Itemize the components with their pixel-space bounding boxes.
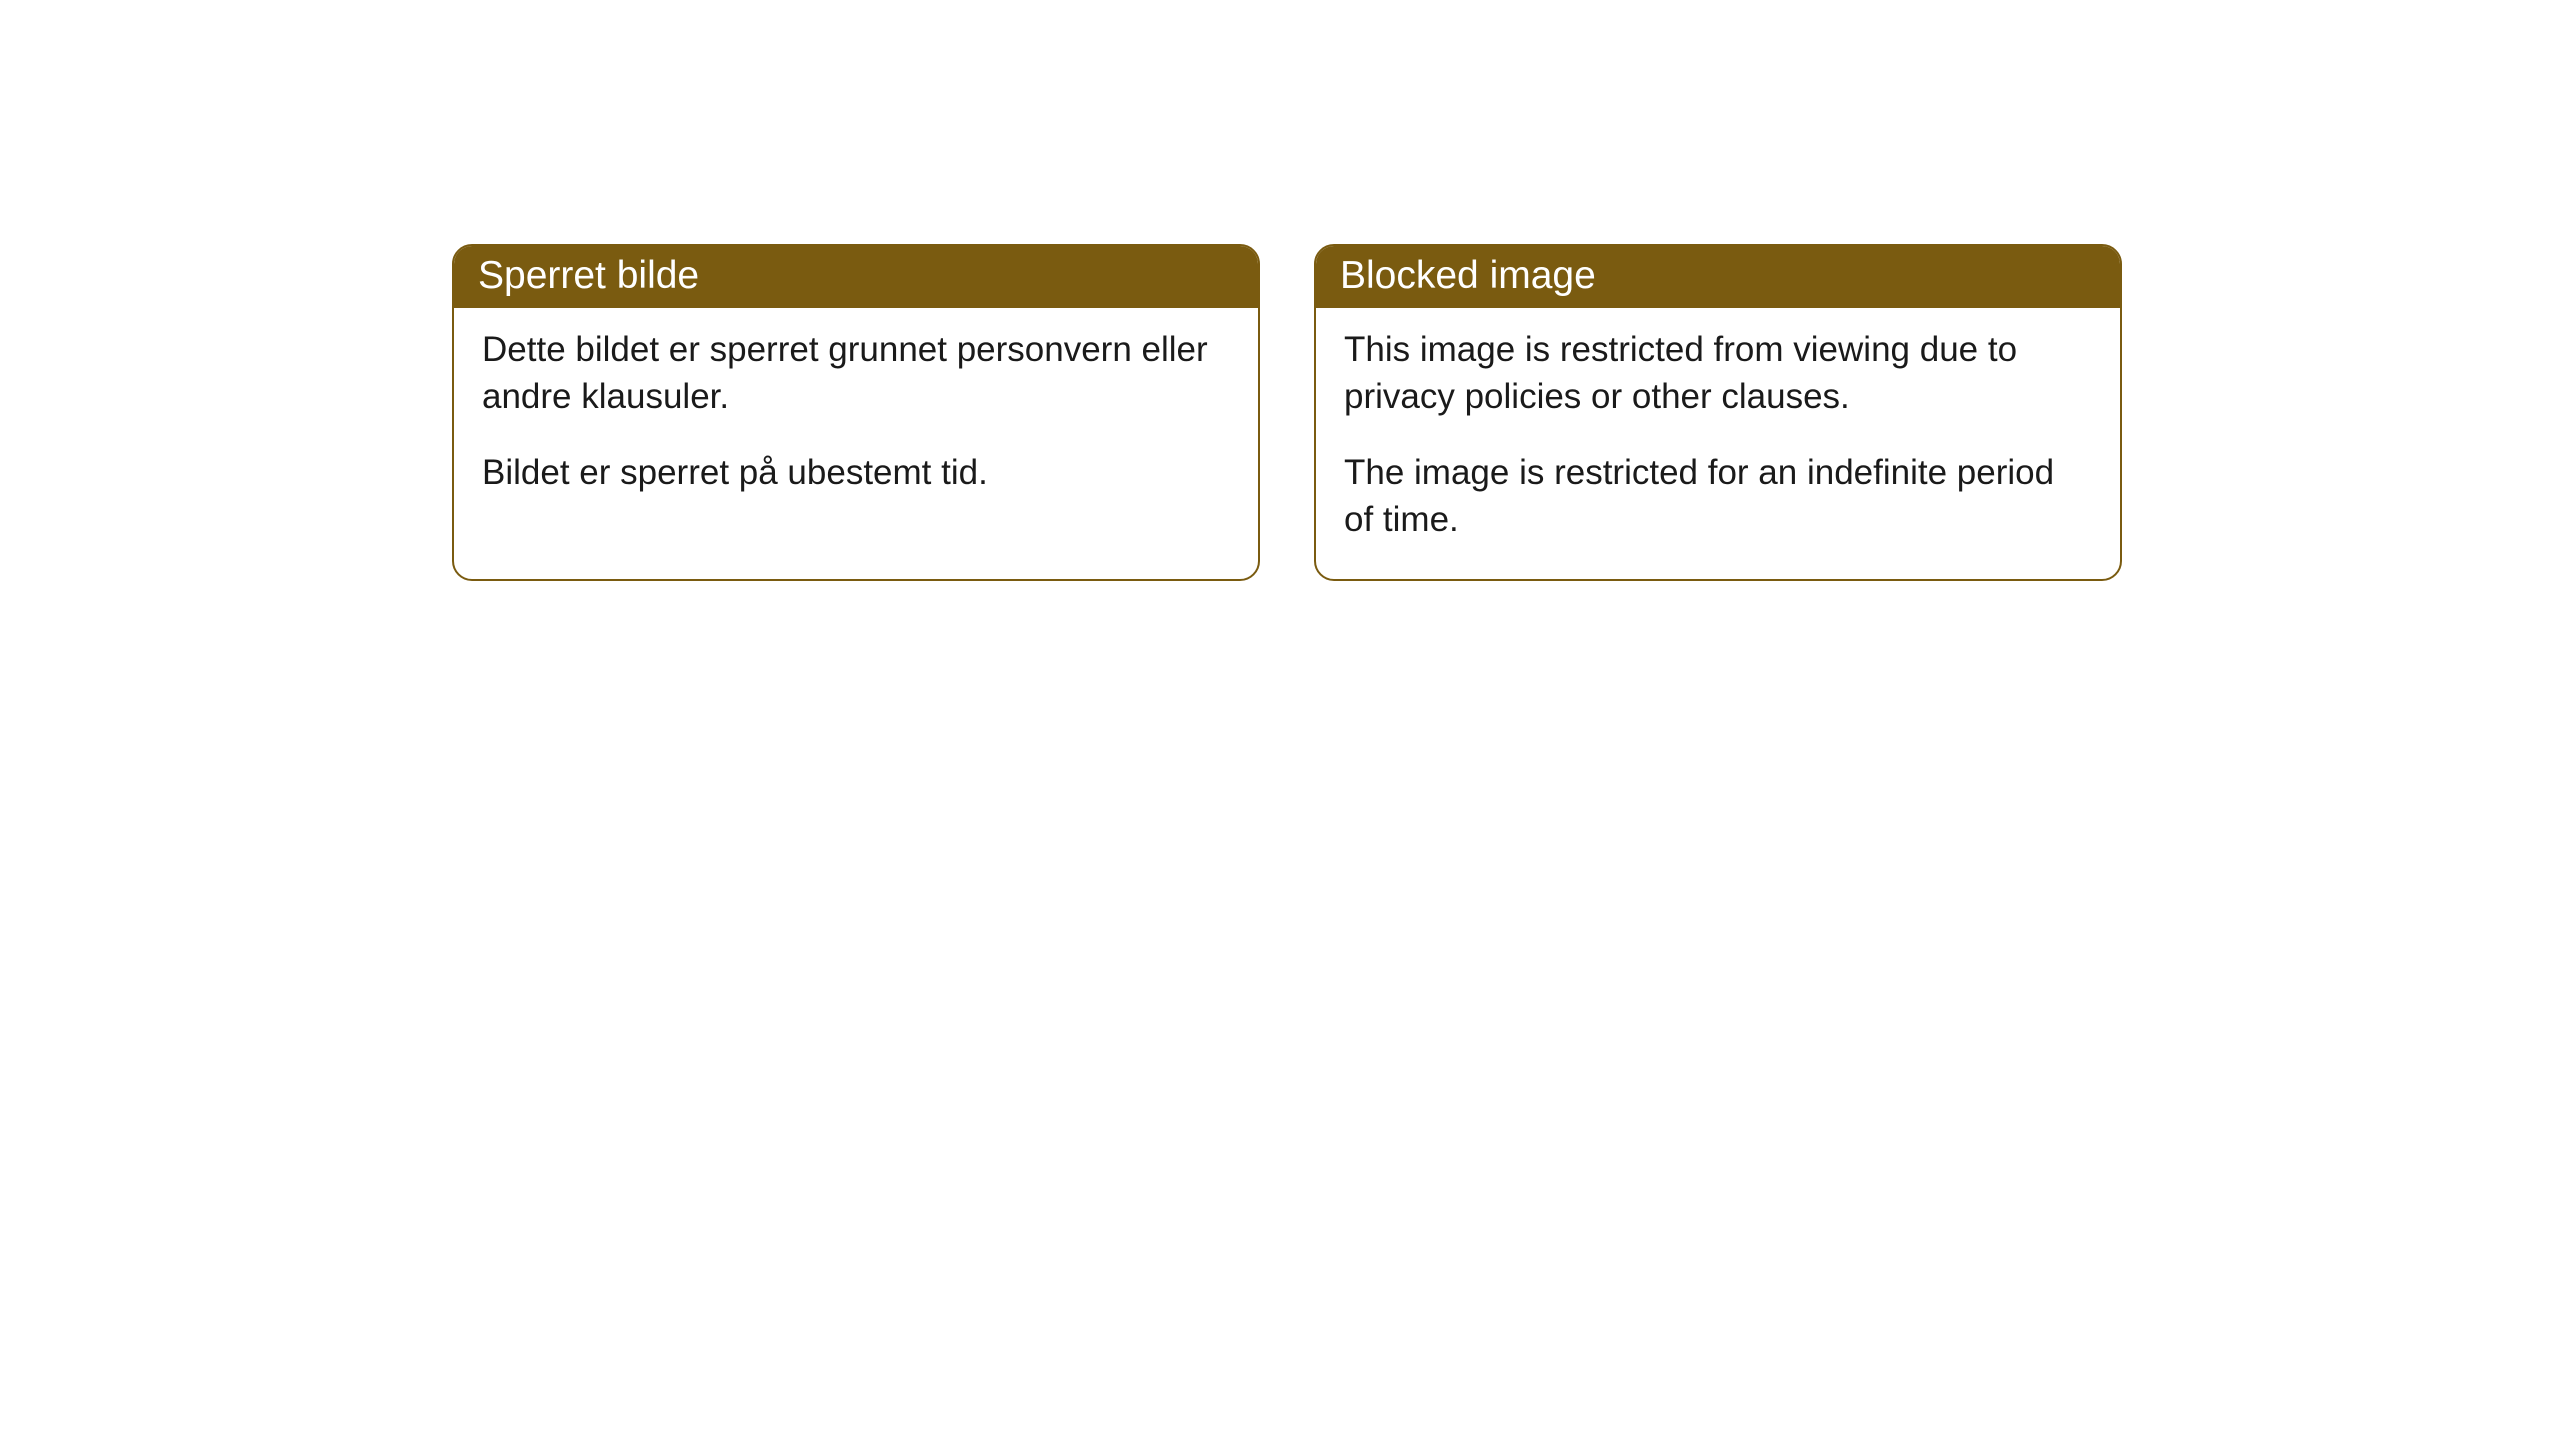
card-paragraph-1-en: This image is restricted from viewing du…: [1344, 326, 2092, 421]
card-paragraph-2-no: Bildet er sperret på ubestemt tid.: [482, 449, 1230, 496]
card-paragraph-1-no: Dette bildet er sperret grunnet personve…: [482, 326, 1230, 421]
card-body-en: This image is restricted from viewing du…: [1316, 308, 2120, 579]
blocked-image-card-no: Sperret bilde Dette bildet er sperret gr…: [452, 244, 1260, 581]
card-paragraph-2-en: The image is restricted for an indefinit…: [1344, 449, 2092, 544]
card-body-no: Dette bildet er sperret grunnet personve…: [454, 308, 1258, 532]
card-header-no: Sperret bilde: [454, 246, 1258, 308]
card-header-en: Blocked image: [1316, 246, 2120, 308]
notice-cards-container: Sperret bilde Dette bildet er sperret gr…: [0, 0, 2560, 581]
blocked-image-card-en: Blocked image This image is restricted f…: [1314, 244, 2122, 581]
